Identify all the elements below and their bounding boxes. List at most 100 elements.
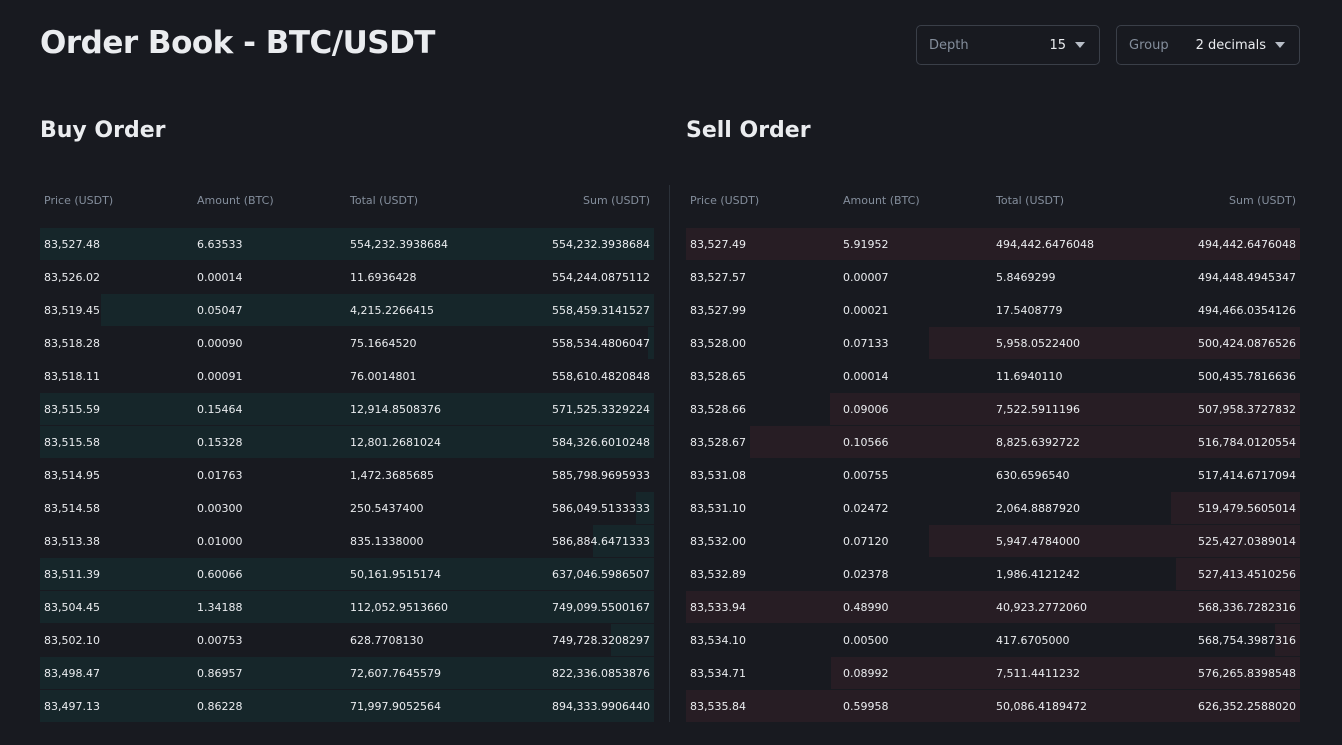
row-price: 83,532.00	[690, 534, 746, 548]
row-price: 83,527.57	[690, 270, 746, 284]
row-amount: 0.15328	[197, 435, 243, 449]
row-price: 83,528.00	[690, 336, 746, 350]
header-sum: Sum (USDT)	[583, 193, 650, 207]
row-total: 50,086.4189472	[996, 699, 1087, 713]
depth-bar	[40, 228, 654, 260]
row-total: 494,442.6476048	[996, 237, 1094, 251]
depth-bar	[830, 393, 1300, 425]
row-sum: 558,610.4820848	[552, 369, 650, 383]
buy-order-row[interactable]: 83,502.10 0.00753 628.7708130 749,728.32082…	[40, 624, 654, 656]
sell-order-row[interactable]: 83,528.00 0.07133 5,958.0522400 500,424.087…	[686, 327, 1300, 359]
row-price: 83,518.11	[44, 369, 100, 383]
buy-rows: 83,527.48 6.63533 554,232.3938684 554,232.3…	[40, 228, 654, 722]
row-price: 83,511.39	[44, 567, 100, 581]
buy-order-row[interactable]: 83,514.58 0.00300 250.5437400 586,049.51333…	[40, 492, 654, 524]
row-total: 12,914.8508376	[350, 402, 441, 416]
row-amount: 0.59958	[843, 699, 889, 713]
row-amount: 0.15464	[197, 402, 243, 416]
sell-rows: 83,527.49 5.91952 494,442.6476048 494,442.6…	[686, 228, 1300, 722]
row-sum: 554,244.0875112	[552, 270, 650, 284]
row-total: 71,997.9052564	[350, 699, 441, 713]
sell-order-row[interactable]: 83,533.94 0.48990 40,923.2772060 568,336.72…	[686, 591, 1300, 623]
row-sum: 527,413.4510256	[1198, 567, 1296, 581]
sell-order-row[interactable]: 83,532.00 0.07120 5,947.4784000 525,427.038…	[686, 525, 1300, 557]
row-amount: 0.00755	[843, 468, 889, 482]
row-amount: 0.10566	[843, 435, 889, 449]
row-price: 83,533.94	[690, 600, 746, 614]
row-total: 417.6705000	[996, 633, 1070, 647]
row-price: 83,531.10	[690, 501, 746, 515]
row-amount: 0.00007	[843, 270, 889, 284]
row-total: 112,052.9513660	[350, 600, 448, 614]
buy-order-row[interactable]: 83,497.13 0.86228 71,997.9052564 894,333.99…	[40, 690, 654, 722]
sell-order-row[interactable]: 83,534.71 0.08992 7,511.4411232 576,265.839…	[686, 657, 1300, 689]
depth-bar	[928, 327, 1300, 359]
buy-order-row[interactable]: 83,511.39 0.60066 50,161.9515174 637,046.59…	[40, 558, 654, 590]
row-total: 11.6936428	[350, 270, 417, 284]
page-title: Order Book - BTC/USDT	[40, 25, 435, 61]
row-total: 75.1664520	[350, 336, 417, 350]
row-amount: 0.01000	[197, 534, 243, 548]
row-amount: 0.00300	[197, 501, 243, 515]
row-amount: 5.91952	[843, 237, 889, 251]
sell-order-row[interactable]: 83,527.49 5.91952 494,442.6476048 494,442.6…	[686, 228, 1300, 260]
row-amount: 0.60066	[197, 567, 243, 581]
row-total: 5.8469299	[996, 270, 1056, 284]
row-price: 83,497.13	[44, 699, 100, 713]
row-sum: 500,435.7816636	[1198, 369, 1296, 383]
sell-order-row[interactable]: 83,527.57 0.00007 5.8469299 494,448.4945347	[686, 261, 1300, 293]
sell-order-row[interactable]: 83,528.66 0.09006 7,522.5911196 507,958.372…	[686, 393, 1300, 425]
row-price: 83,527.49	[690, 237, 746, 251]
row-sum: 585,798.9695933	[552, 468, 650, 482]
buy-order-row[interactable]: 83,515.58 0.15328 12,801.2681024 584,326.60…	[40, 426, 654, 458]
row-amount: 6.63533	[197, 237, 243, 251]
row-amount: 0.86957	[197, 666, 243, 680]
depth-bar	[40, 591, 654, 623]
row-total: 76.0014801	[350, 369, 417, 383]
row-amount: 0.00500	[843, 633, 889, 647]
group-select[interactable]: Group 2 decimals	[1116, 25, 1300, 65]
sell-order-row[interactable]: 83,532.89 0.02378 1,986.4121242 527,413.451…	[686, 558, 1300, 590]
depth-bar	[830, 657, 1300, 689]
row-total: 72,607.7645579	[350, 666, 441, 680]
buy-order-row[interactable]: 83,518.11 0.00091 76.0014801 558,610.482084…	[40, 360, 654, 392]
depth-bar	[1171, 492, 1300, 524]
buy-order-row[interactable]: 83,504.45 1.34188 112,052.9513660 749,099.5…	[40, 591, 654, 623]
buy-table-header: Price (USDT) Amount (BTC) Total (USDT) S…	[40, 185, 654, 215]
row-price: 83,518.28	[44, 336, 100, 350]
sell-order-row[interactable]: 83,534.10 0.00500 417.6705000 568,754.39873…	[686, 624, 1300, 656]
row-total: 628.7708130	[350, 633, 424, 647]
row-total: 835.1338000	[350, 534, 424, 548]
sell-order-row[interactable]: 83,535.84 0.59958 50,086.4189472 626,352.25…	[686, 690, 1300, 722]
row-amount: 0.00014	[843, 369, 889, 383]
buy-order-row[interactable]: 83,518.28 0.00090 75.1664520 558,534.480604…	[40, 327, 654, 359]
sell-order-row[interactable]: 83,531.08 0.00755 630.6596540 517,414.67170…	[686, 459, 1300, 491]
buy-order-row[interactable]: 83,527.48 6.63533 554,232.3938684 554,232.3…	[40, 228, 654, 260]
depth-select[interactable]: Depth 15	[916, 25, 1100, 65]
buy-order-row[interactable]: 83,515.59 0.15464 12,914.8508376 571,525.33…	[40, 393, 654, 425]
row-price: 83,513.38	[44, 534, 100, 548]
depth-bar	[686, 228, 1300, 260]
row-price: 83,528.67	[690, 435, 746, 449]
row-sum: 507,958.3727832	[1198, 402, 1296, 416]
row-sum: 822,336.0853876	[552, 666, 650, 680]
row-sum: 554,232.3938684	[552, 237, 650, 251]
buy-order-row[interactable]: 83,498.47 0.86957 72,607.7645579 822,336.08…	[40, 657, 654, 689]
buy-order-row[interactable]: 83,526.02 0.00014 11.6936428 554,244.087511…	[40, 261, 654, 293]
header-price: Price (USDT)	[44, 193, 114, 207]
sell-order-row[interactable]: 83,531.10 0.02472 2,064.8887920 519,479.560…	[686, 492, 1300, 524]
row-total: 8,825.6392722	[996, 435, 1080, 449]
sell-order-row[interactable]: 83,528.67 0.10566 8,825.6392722 516,784.012…	[686, 426, 1300, 458]
sell-order-row[interactable]: 83,528.65 0.00014 11.6940110 500,435.781663…	[686, 360, 1300, 392]
row-sum: 516,784.0120554	[1198, 435, 1296, 449]
row-amount: 0.05047	[197, 303, 243, 317]
row-price: 83,527.48	[44, 237, 100, 251]
buy-order-row[interactable]: 83,519.45 0.05047 4,215.2266415 558,459.314…	[40, 294, 654, 326]
row-price: 83,514.58	[44, 501, 100, 515]
sell-order-row[interactable]: 83,527.99 0.00021 17.5408779 494,466.035412…	[686, 294, 1300, 326]
buy-order-row[interactable]: 83,514.95 0.01763 1,472.3685685 585,798.969…	[40, 459, 654, 491]
group-value: 2 decimals	[1195, 37, 1266, 53]
buy-order-row[interactable]: 83,513.38 0.01000 835.1338000 586,884.64713…	[40, 525, 654, 557]
row-sum: 494,448.4945347	[1198, 270, 1296, 284]
